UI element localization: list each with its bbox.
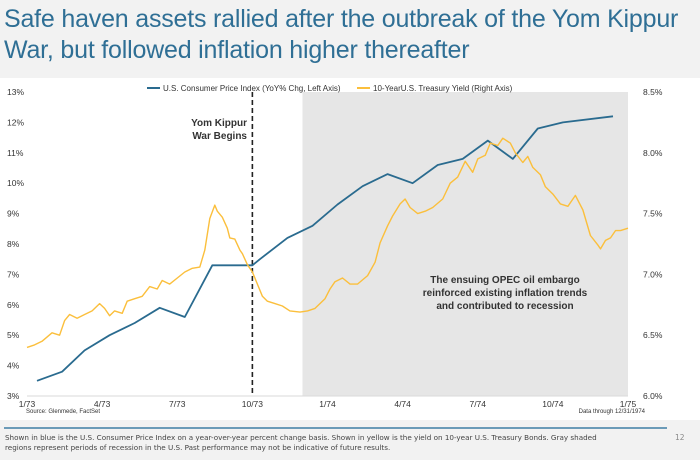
x-tick-label: 7/73 bbox=[169, 399, 186, 409]
y-right-tick-label: 8.0% bbox=[643, 148, 663, 158]
line-chart: 3% 4% 5% 6% 7% 8% 9% 10% 11% 12% 13% 6.0% 6.5% 7.0% 7.… bbox=[7, 84, 663, 415]
x-tick-label: 10/74 bbox=[542, 399, 564, 409]
treasury-yield-series-line bbox=[26, 137, 629, 349]
source-note: Source: Glenmede, FactSet bbox=[26, 409, 100, 415]
x-tick-label: 1/74 bbox=[319, 399, 336, 409]
recession-shading bbox=[302, 92, 628, 396]
y-left-tick-label: 13% bbox=[7, 87, 24, 97]
legend-label-yield: 10-YearU.S. Treasury Yield (Right Axis) bbox=[373, 84, 513, 93]
x-tick-label: 4/74 bbox=[394, 399, 411, 409]
x-tick-label: 1/75 bbox=[620, 399, 637, 409]
y-left-tick-label: 4% bbox=[7, 361, 20, 371]
opec-annotation-line3: and contributed to recession bbox=[436, 301, 573, 312]
war-annotation-line2: War Begins bbox=[192, 131, 247, 142]
y-left-tick-label: 12% bbox=[7, 117, 24, 127]
page-number: 12 bbox=[675, 433, 685, 442]
opec-annotation-line1: The ensuing OPEC oil embargo bbox=[430, 275, 579, 286]
y-right-tick-label: 6.5% bbox=[643, 330, 663, 340]
footnote: Shown in blue is the U.S. Consumer Price… bbox=[5, 433, 597, 452]
chart-panel: 3% 4% 5% 6% 7% 8% 9% 10% 11% 12% 13% 6.0% 6.5% 7.0% 7.… bbox=[0, 78, 700, 420]
x-tick-label: 10/73 bbox=[242, 399, 264, 409]
y-right-tick-label: 7.5% bbox=[643, 209, 663, 219]
legend-label-cpi: U.S. Consumer Price Index (YoY% Chg, Lef… bbox=[163, 84, 341, 93]
page-title: Safe haven assets rallied after the outb… bbox=[4, 5, 679, 64]
y-left-tick-label: 8% bbox=[7, 239, 20, 249]
x-tick-label: 1/73 bbox=[19, 399, 36, 409]
opec-annotation-line2: reinforced existing inflation trends bbox=[423, 288, 588, 299]
y-left-tick-label: 9% bbox=[7, 209, 20, 219]
y-left-tick-label: 7% bbox=[7, 269, 20, 279]
data-through-note: Data through 12/31/1974 bbox=[579, 409, 646, 415]
footer-divider bbox=[4, 427, 667, 429]
y-right-tick-label: 8.5% bbox=[643, 87, 663, 97]
y-right-tick-label: 6.0% bbox=[643, 391, 663, 401]
y-left-tick-label: 3% bbox=[7, 391, 20, 401]
x-tick-label: 4/73 bbox=[94, 399, 111, 409]
y-left-tick-label: 6% bbox=[7, 300, 20, 310]
y-left-tick-label: 5% bbox=[7, 330, 20, 340]
war-annotation-line1: Yom Kippur bbox=[191, 118, 247, 129]
y-left-tick-label: 11% bbox=[7, 148, 24, 158]
x-tick-label: 7/74 bbox=[469, 399, 486, 409]
y-right-tick-label: 7.0% bbox=[643, 269, 663, 279]
y-left-tick-label: 10% bbox=[7, 178, 24, 188]
